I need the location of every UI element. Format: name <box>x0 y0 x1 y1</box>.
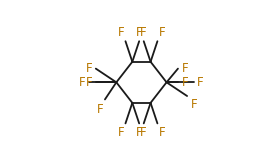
Text: F: F <box>197 76 204 89</box>
Text: F: F <box>159 26 165 39</box>
Text: F: F <box>190 98 197 111</box>
Text: F: F <box>140 26 147 39</box>
Text: F: F <box>118 126 124 139</box>
Text: F: F <box>86 62 92 75</box>
Text: F: F <box>136 26 143 39</box>
Text: F: F <box>181 62 188 75</box>
Text: F: F <box>97 103 104 116</box>
Text: F: F <box>159 126 165 139</box>
Text: F: F <box>79 76 86 89</box>
Text: F: F <box>86 76 92 89</box>
Text: F: F <box>136 126 143 139</box>
Text: F: F <box>181 76 188 89</box>
Text: F: F <box>118 26 124 39</box>
Text: F: F <box>140 126 147 139</box>
